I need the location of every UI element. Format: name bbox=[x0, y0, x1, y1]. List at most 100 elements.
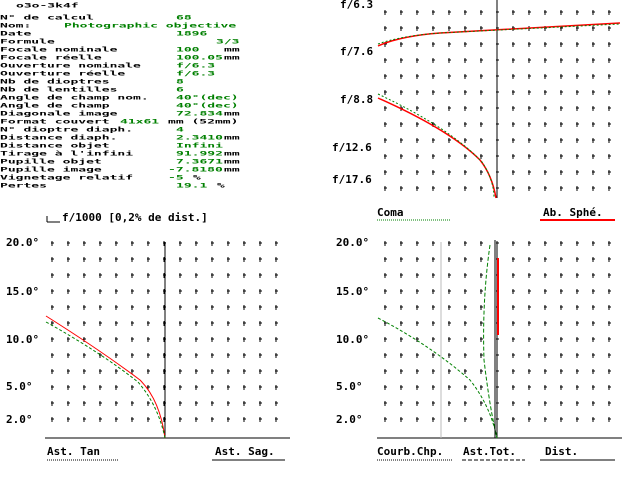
spherical-curve bbox=[377, 97, 497, 199]
grid-mark bbox=[576, 170, 579, 175]
grid-mark bbox=[384, 58, 387, 63]
grid-mark bbox=[384, 273, 387, 278]
grid-mark bbox=[416, 305, 419, 310]
grid-mark bbox=[51, 417, 54, 422]
grid-mark bbox=[99, 321, 102, 326]
grid-mark bbox=[416, 369, 419, 374]
grid-mark bbox=[195, 289, 198, 294]
grid-mark bbox=[195, 321, 198, 326]
grid-mark bbox=[528, 154, 531, 159]
row-label: Date bbox=[0, 30, 32, 38]
grid-mark bbox=[576, 138, 579, 143]
grid-mark bbox=[528, 74, 531, 79]
grid-mark bbox=[512, 74, 515, 79]
row-unit: % bbox=[209, 182, 225, 190]
grid-mark bbox=[512, 154, 515, 159]
grid-mark bbox=[99, 273, 102, 278]
grid-mark bbox=[592, 353, 595, 358]
grid-mark bbox=[400, 305, 403, 310]
grid-mark bbox=[608, 241, 611, 246]
field-tick: 2.0° bbox=[6, 413, 33, 426]
grid-mark bbox=[83, 353, 86, 358]
row-value: 2.3410 bbox=[176, 134, 223, 142]
grid-mark bbox=[416, 170, 419, 175]
grid-mark bbox=[608, 58, 611, 63]
grid-mark bbox=[576, 90, 579, 95]
row-unit: mm (52mm) bbox=[168, 118, 239, 126]
grid-mark bbox=[416, 241, 419, 246]
grid-mark bbox=[480, 369, 483, 374]
grid-mark bbox=[512, 170, 515, 175]
grid-mark bbox=[576, 257, 579, 262]
grid-mark bbox=[179, 401, 182, 406]
row-value: f/6.3 bbox=[176, 70, 216, 78]
grid-mark bbox=[448, 321, 451, 326]
grid-mark bbox=[416, 186, 419, 191]
grid-mark bbox=[512, 42, 515, 47]
row-value: 3/3 bbox=[216, 38, 240, 46]
row-label: Distance objet bbox=[0, 142, 110, 150]
grid-mark bbox=[384, 257, 387, 262]
grid-mark bbox=[576, 369, 579, 374]
grid-mark bbox=[448, 42, 451, 47]
grid-mark bbox=[528, 122, 531, 127]
grid-mark bbox=[432, 186, 435, 191]
coma-curve bbox=[377, 93, 495, 199]
grid-mark bbox=[131, 417, 134, 422]
grid-mark bbox=[179, 273, 182, 278]
grid-mark bbox=[448, 369, 451, 374]
grid-mark bbox=[576, 186, 579, 191]
grid-mark bbox=[528, 10, 531, 15]
grid-mark bbox=[528, 106, 531, 111]
grid-mark bbox=[227, 417, 230, 422]
grid-mark bbox=[560, 58, 563, 63]
grid-mark bbox=[544, 170, 547, 175]
grid-mark bbox=[243, 337, 246, 342]
grid-mark bbox=[592, 186, 595, 191]
ast-total-legend: Ast.Tot. bbox=[463, 445, 516, 458]
grid-mark bbox=[211, 257, 214, 262]
field-tick: 10.0° bbox=[6, 333, 40, 346]
grid-mark bbox=[448, 106, 451, 111]
row-unit: mm bbox=[224, 166, 240, 174]
grid-mark bbox=[608, 321, 611, 326]
grid-mark bbox=[608, 26, 611, 31]
row-value: -5 bbox=[168, 174, 184, 182]
grid-mark bbox=[179, 353, 182, 358]
grid-mark bbox=[512, 321, 515, 326]
grid-mark bbox=[259, 305, 262, 310]
grid-mark bbox=[416, 273, 419, 278]
grid-mark bbox=[275, 417, 278, 422]
field-tick: 15.0° bbox=[336, 285, 370, 298]
grid-mark bbox=[448, 273, 451, 278]
grid-mark bbox=[544, 353, 547, 358]
grid-mark bbox=[608, 369, 611, 374]
grid-mark bbox=[608, 337, 611, 342]
row-label: Format couvert bbox=[0, 118, 110, 126]
grid-mark bbox=[560, 170, 563, 175]
grid-mark bbox=[384, 26, 387, 31]
grid-mark bbox=[147, 337, 150, 342]
grid-mark bbox=[211, 353, 214, 358]
grid-mark bbox=[67, 305, 70, 310]
grid-mark bbox=[480, 138, 483, 143]
row-label: Vignetage relatif bbox=[0, 174, 134, 182]
grid-mark bbox=[179, 369, 182, 374]
grid-mark bbox=[195, 305, 198, 310]
grid-mark bbox=[275, 273, 278, 278]
grid-mark bbox=[115, 417, 118, 422]
grid-mark bbox=[416, 106, 419, 111]
grid-mark bbox=[384, 353, 387, 358]
grid-mark bbox=[416, 122, 419, 127]
grid-mark bbox=[384, 186, 387, 191]
grid-mark bbox=[147, 257, 150, 262]
grid-mark bbox=[432, 10, 435, 15]
grid-mark bbox=[576, 353, 579, 358]
grid-mark bbox=[227, 321, 230, 326]
grid-mark bbox=[528, 42, 531, 47]
grid-mark bbox=[544, 417, 547, 422]
field-curvature-legend: Courb.Chp. bbox=[377, 445, 444, 458]
grid-mark bbox=[432, 353, 435, 358]
grid-mark bbox=[448, 417, 451, 422]
grid-mark bbox=[512, 369, 515, 374]
